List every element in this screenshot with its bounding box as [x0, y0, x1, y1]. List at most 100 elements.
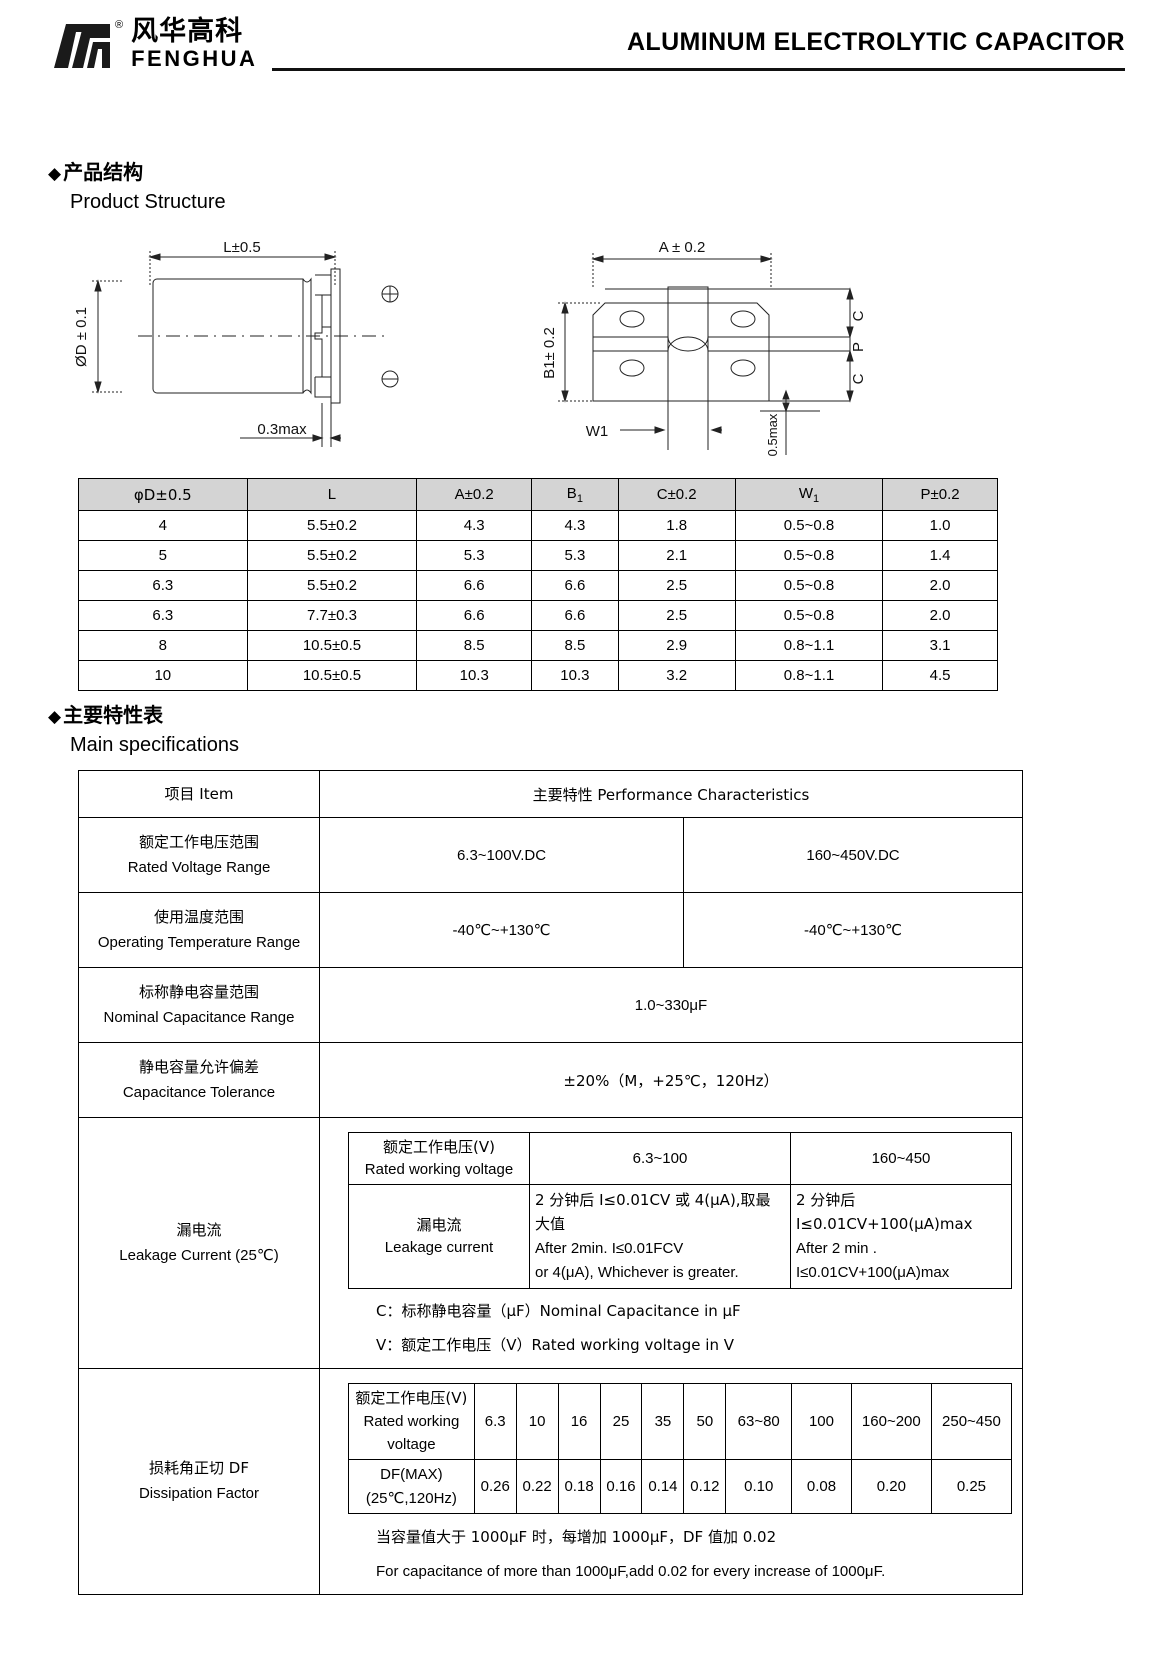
cell-l: 7.7±0.3: [246, 600, 418, 631]
spec-row-dissipation-factor: 损耗角正切 DF Dissipation Factor 额定工作电压(V) Ra…: [78, 1367, 1023, 1595]
label-cn: 损耗角正切 DF: [149, 1459, 249, 1478]
df-voltage-cell: 6.3: [473, 1382, 517, 1461]
spec-row-capacitance-tolerance: 静电容量允许偏差 Capacitance Tolerance ±20%（M，+2…: [78, 1042, 1023, 1118]
df-note-cn: 当容量值大于 1000μF 时，每增加 1000μF，DF 值加 0.02: [376, 1527, 777, 1546]
table-row: 4 5.5±0.2 4.3 4.3 1.8 0.5~0.8 1.0: [78, 510, 998, 541]
label-en: Rated Voltage Range: [127, 859, 271, 876]
cell-p: 3.1: [882, 630, 998, 661]
dimension-table: φD±0.5 L A±0.2 B1 C±0.2 W1 P±0.2 4 5.5±0…: [78, 478, 998, 691]
cell-w1: 0.5~0.8: [734, 540, 884, 571]
dim-col-c: C±0.2: [617, 478, 736, 511]
spec-label-nominal-capacitance: 标称静电容量范围 Nominal Capacitance Range: [78, 967, 320, 1043]
label-en: Rated working voltage: [364, 1160, 514, 1178]
label-en: Leakage current: [384, 1238, 494, 1256]
cell-a: 8.5: [416, 630, 533, 661]
cell-p: 1.0: [882, 510, 998, 541]
cell-l: 5.5±0.2: [246, 540, 418, 571]
df-voltage-cell: 160~200: [850, 1382, 932, 1461]
cell-l: 5.5±0.2: [246, 510, 418, 541]
df-value-cell: 0.26: [473, 1459, 517, 1514]
spec-row-operating-temp: 使用温度范围 Operating Temperature Range -40℃~…: [78, 892, 1023, 968]
cell-w1: 0.8~1.1: [734, 630, 884, 661]
leakage-current-spec-high: 2 分钟后 I≤0.01CV+100(μA)max After 2 min . …: [790, 1183, 1012, 1290]
df-voltage-cell: 16: [557, 1382, 601, 1461]
df-voltage-cell: 50: [683, 1382, 727, 1461]
cell-l: 5.5±0.2: [246, 570, 418, 601]
cell-a: 6.6: [416, 600, 533, 631]
cell-b1: 8.5: [531, 630, 619, 661]
cell-a: 4.3: [416, 510, 533, 541]
cell-b1: 4.3: [531, 510, 619, 541]
drawing-label-p: P: [850, 342, 867, 352]
table-row: 5 5.5±0.2 5.3 5.3 2.1 0.5~0.8 1.4: [78, 540, 998, 571]
diamond-bullet-icon: ◆: [48, 164, 62, 184]
label-cn: 使用温度范围: [153, 907, 244, 926]
label-cn: 额定工作电压范围: [138, 832, 259, 851]
spec-row-leakage-current: 漏电流 Leakage Current (25℃) 额定工作电压(V) Rate…: [78, 1117, 1023, 1369]
label-en: Capacitance Tolerance: [122, 1084, 276, 1101]
cell-d: 6.3: [78, 570, 248, 601]
cell-p: 2.0: [882, 570, 998, 601]
spec-value-leakage-current: 额定工作电压(V) Rated working voltage 6.3~100 …: [319, 1117, 1023, 1369]
df-voltage-row: 额定工作电压(V) Rated working voltage 6.3 10 1…: [348, 1382, 1013, 1461]
cell-a: 5.3: [416, 540, 533, 571]
section-title-en-main-specifications: Main specifications: [70, 734, 239, 757]
dim-col-d: φD±0.5: [78, 478, 248, 511]
cell-c: 1.8: [617, 510, 736, 541]
df-note-en: For capacitance of more than 1000μF,add …: [376, 1562, 886, 1580]
table-row: 6.3 5.5±0.2 6.6 6.6 2.5 0.5~0.8 2.0: [78, 570, 998, 601]
company-logo: ® 风华高科 FENGHUA: [52, 16, 257, 70]
drawing-label-diameter: ØD ± 0.1: [73, 307, 90, 367]
fenghua-logo-icon: [52, 22, 114, 70]
label-en: Nominal Capacitance Range: [103, 1009, 295, 1026]
dim-col-b1: B1: [531, 478, 619, 511]
dim-col-l: L: [246, 478, 418, 511]
cell-d: 6.3: [78, 600, 248, 631]
label-cn: 标称静电容量范围: [138, 982, 259, 1001]
registered-trademark-icon: ®: [115, 19, 124, 31]
leakage-current-subtable: 额定工作电压(V) Rated working voltage 6.3~100 …: [348, 1132, 1012, 1290]
drawing-label-c-bottom: C: [850, 373, 867, 384]
cell-p: 4.5: [882, 660, 998, 691]
df-value-row: DF(MAX) (25℃,120Hz) 0.26 0.22 0.18 0.16 …: [348, 1459, 1013, 1514]
cell-b1: 5.3: [531, 540, 619, 571]
diamond-bullet-icon: ◆: [48, 707, 62, 727]
cell-d: 5: [78, 540, 248, 571]
cell-a: 6.6: [416, 570, 533, 601]
drawing-label-height: 0.5max: [765, 413, 780, 456]
df-value-cell: 0.14: [641, 1459, 685, 1514]
leakage-voltage-row: 额定工作电压(V) Rated working voltage 6.3~100 …: [348, 1132, 1012, 1185]
df-value-cell: 0.20: [850, 1459, 932, 1514]
table-row: 6.3 7.7±0.3 6.6 6.6 2.5 0.5~0.8 2.0: [78, 600, 998, 631]
spec-header-performance: 主要特性 Performance Characteristics: [319, 770, 1023, 818]
spec-value-operating-temp-low: -40℃~+130℃: [319, 892, 684, 968]
dim-col-w1: W1: [734, 478, 884, 511]
cell-d: 10: [78, 660, 248, 691]
cell-d: 4: [78, 510, 248, 541]
label-cn: 漏电流: [176, 1220, 222, 1239]
df-value-cell: 0.16: [599, 1459, 643, 1514]
drawing-label-b1: B1± 0.2: [541, 327, 558, 379]
header-divider: [272, 68, 1125, 71]
cell-a: 10.3: [416, 660, 533, 691]
section-heading-product-structure: ◆ 产品结构 Product Structure: [48, 160, 226, 214]
spec-value-dissipation-factor: 额定工作电压(V) Rated working voltage 6.3 10 1…: [319, 1367, 1023, 1595]
main-specifications-table: 项目 Item 主要特性 Performance Characteristics…: [78, 770, 1023, 1595]
cell-p: 2.0: [882, 600, 998, 631]
spec-value-nominal-capacitance: 1.0~330μF: [319, 967, 1023, 1043]
dimension-table-header-row: φD±0.5 L A±0.2 B1 C±0.2 W1 P±0.2: [78, 478, 998, 511]
label-en: Operating Temperature Range: [97, 934, 301, 951]
cell-p: 1.4: [882, 540, 998, 571]
drawing-label-w1: W1: [586, 423, 609, 440]
logo-chinese-name: 风华高科: [131, 16, 244, 47]
spec-value-capacitance-tolerance: ±20%（M，+25℃，120Hz）: [319, 1042, 1023, 1118]
dissipation-factor-subtable: 额定工作电压(V) Rated working voltage 6.3 10 1…: [348, 1382, 1013, 1514]
spec-value-rated-voltage-low: 6.3~100V.DC: [319, 817, 684, 893]
df-voltage-cell: 25: [599, 1382, 643, 1461]
df-value-cell: 0.12: [683, 1459, 727, 1514]
cell-b1: 6.6: [531, 600, 619, 631]
drawing-label-c-top: C: [850, 310, 867, 321]
df-value-cell: 0.10: [725, 1459, 793, 1514]
df-value-cell: 0.08: [791, 1459, 852, 1514]
spec-value-rated-voltage-high: 160~450V.DC: [683, 817, 1023, 893]
